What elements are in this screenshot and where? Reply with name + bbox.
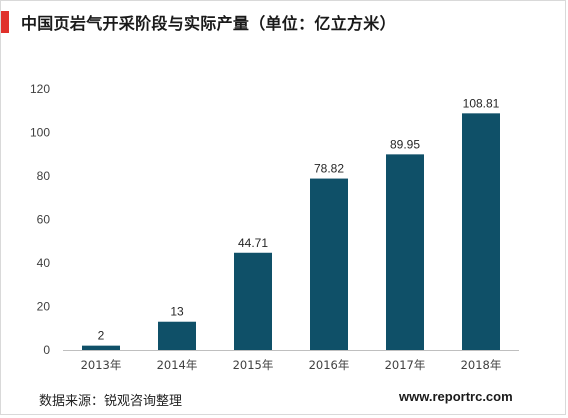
- y-tick-label: 80: [37, 169, 51, 183]
- x-tick-label: 2014年: [157, 358, 198, 372]
- data-labels: 2 13 44.71 78.82 89.95 108.81: [98, 96, 500, 342]
- x-axis-labels: 2013年 2014年 2015年 2016年 2017年 2018年: [81, 358, 502, 372]
- y-tick-label: 60: [37, 213, 51, 227]
- bar-value-label: 89.95: [390, 137, 420, 151]
- website-url[interactable]: www.reportrc.com: [399, 389, 513, 404]
- y-tick-label: 120: [30, 82, 50, 96]
- x-tick-label: 2013年: [81, 358, 122, 372]
- chart-title: 中国页岩气开采阶段与实际产量（单位：亿立方米）: [21, 14, 396, 33]
- y-tick-label: 100: [30, 126, 50, 140]
- bar: [462, 113, 500, 350]
- bar: [310, 178, 348, 350]
- bar: [386, 154, 424, 350]
- y-tick-label: 0: [43, 343, 50, 357]
- bar-value-label: 2: [98, 329, 105, 343]
- bar-value-label: 13: [170, 305, 184, 319]
- x-tick-label: 2017年: [385, 358, 426, 372]
- bar-value-label: 78.82: [314, 162, 344, 176]
- x-tick-label: 2018年: [461, 358, 502, 372]
- bars: [82, 113, 500, 350]
- y-axis-ticks: 0 20 40 60 80 100 120: [30, 82, 50, 357]
- x-tick-label: 2015年: [233, 358, 274, 372]
- x-tick-label: 2016年: [309, 358, 350, 372]
- bar-value-label: 108.81: [463, 96, 500, 110]
- bar: [234, 252, 272, 350]
- bar-value-label: 44.71: [238, 236, 268, 250]
- title-accent-bar: [1, 11, 9, 33]
- y-tick-label: 40: [37, 256, 51, 270]
- bar: [82, 345, 120, 350]
- y-tick-label: 20: [37, 300, 51, 314]
- bar: [158, 321, 196, 350]
- source-note: 数据来源：锐观咨询整理: [39, 394, 183, 409]
